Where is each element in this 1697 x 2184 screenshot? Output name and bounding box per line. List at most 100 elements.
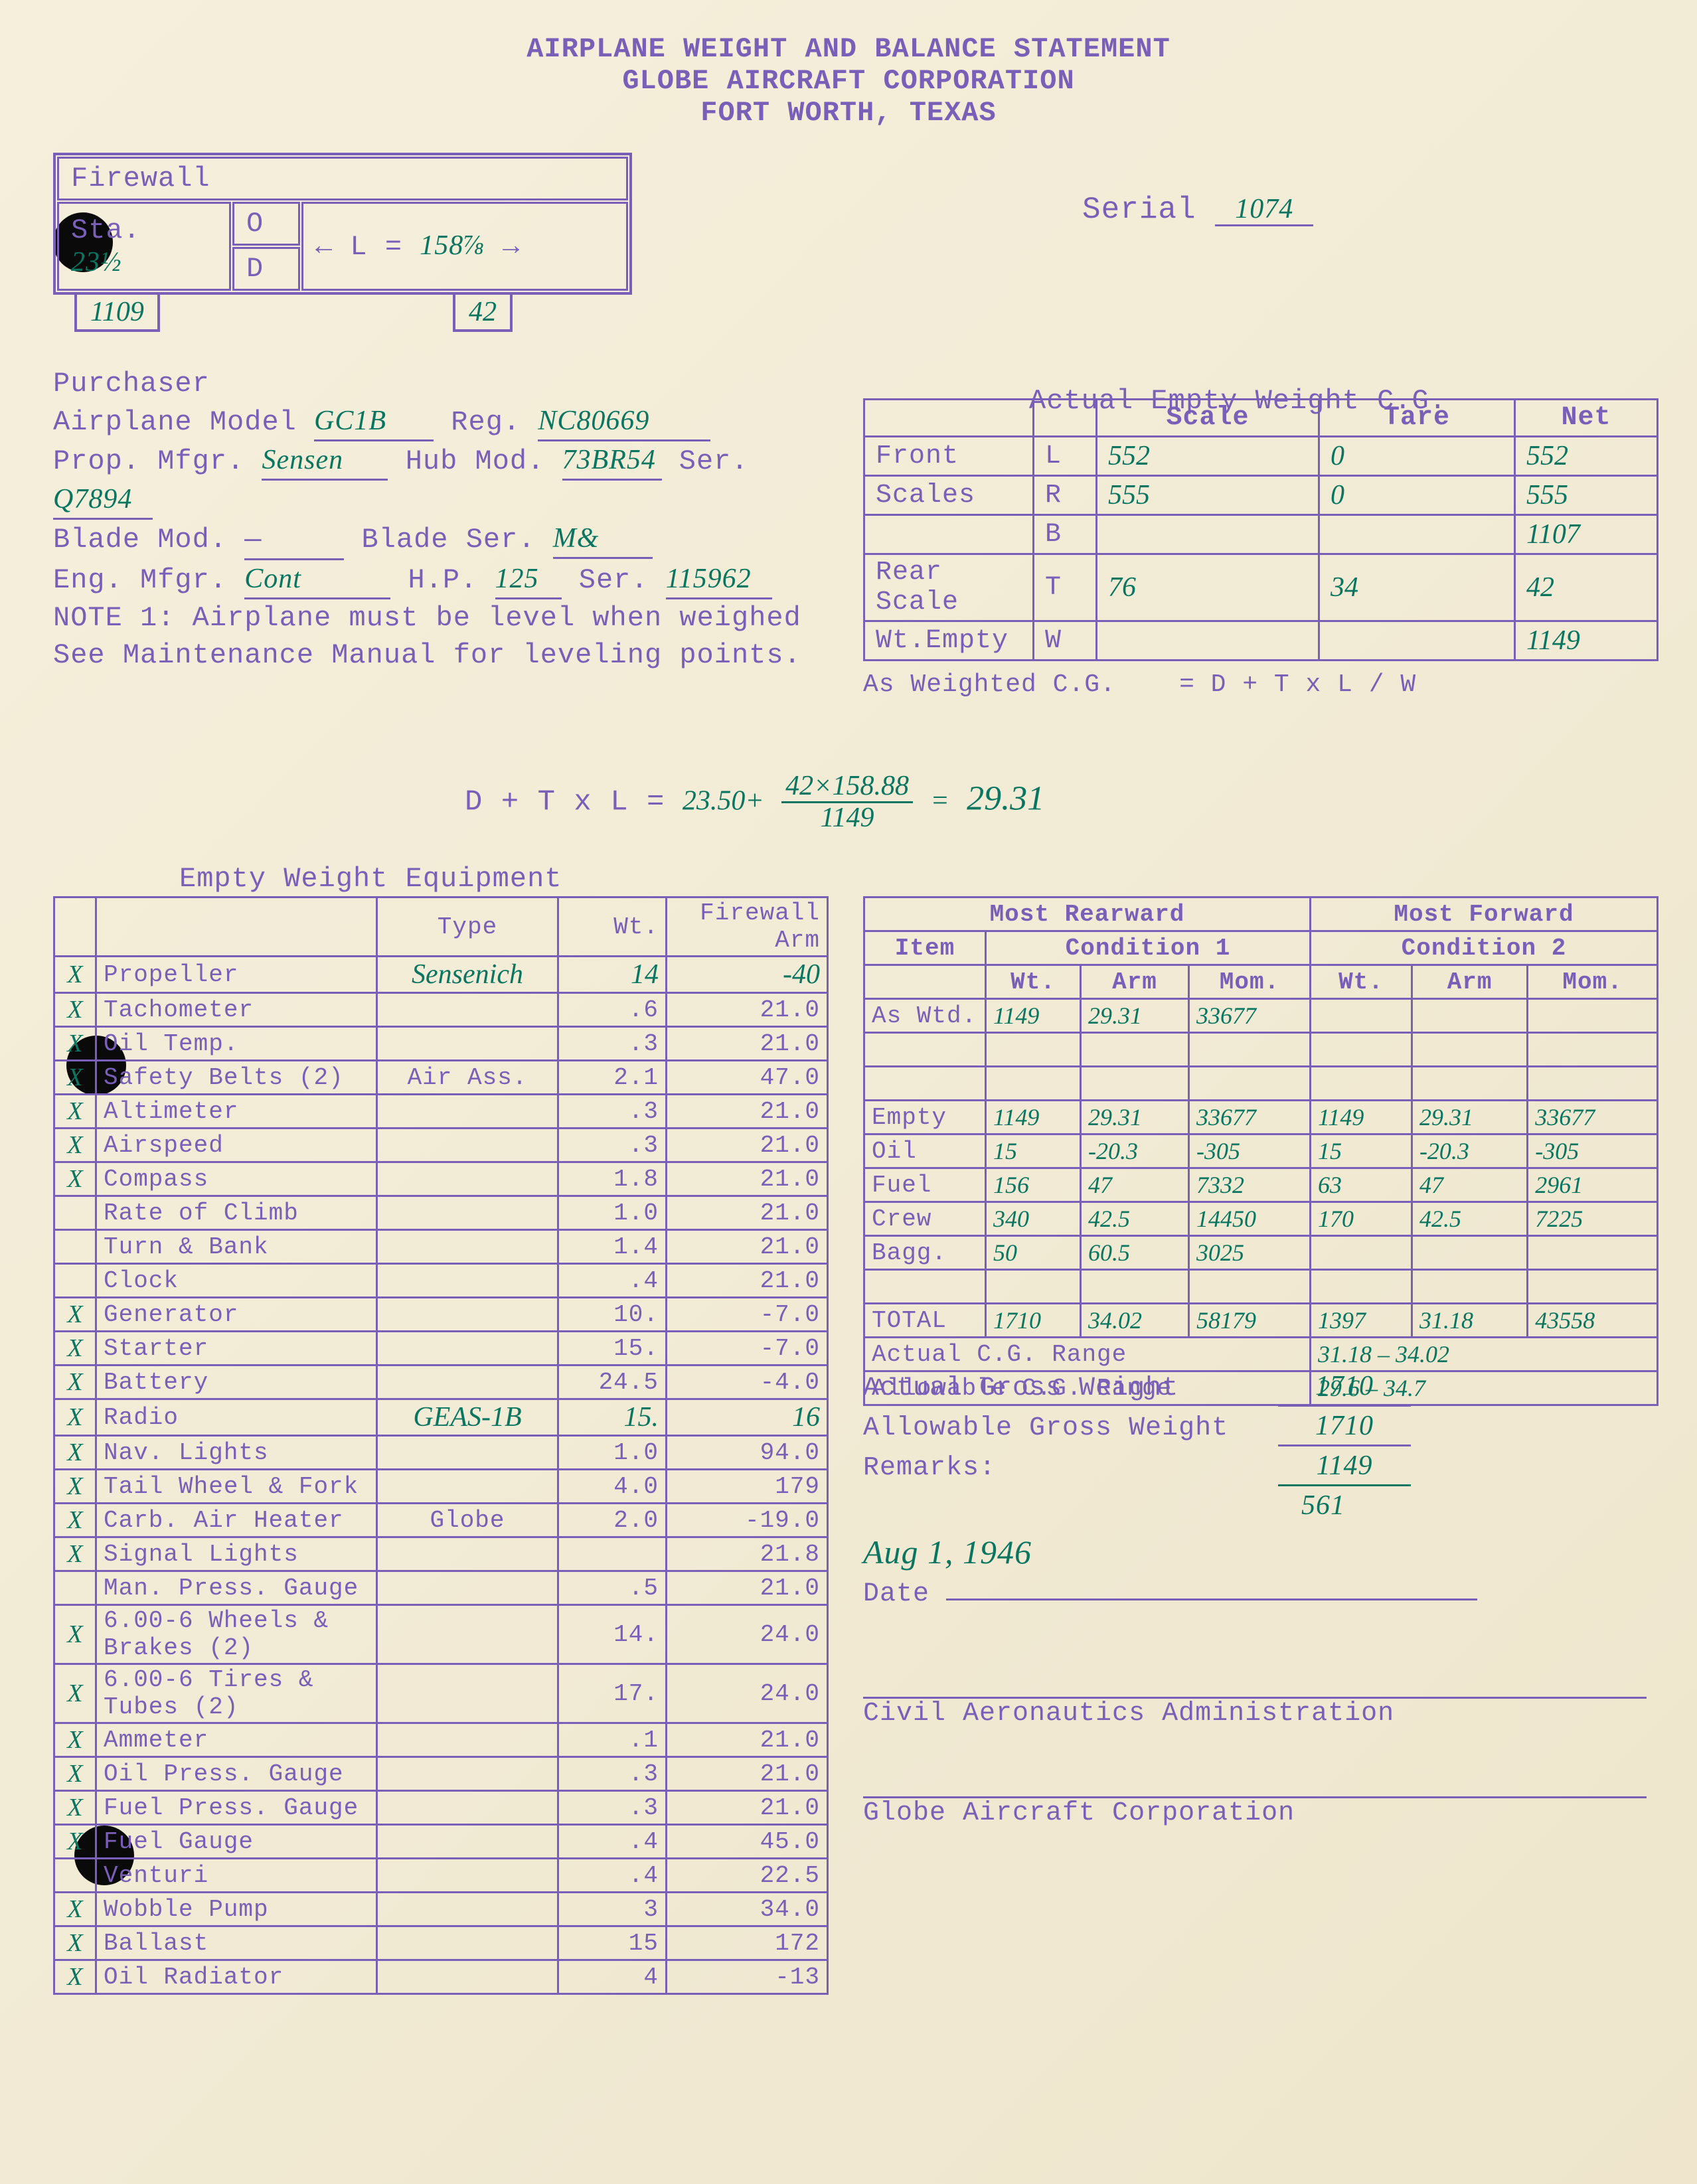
equipment-row: XGenerator10.-7.0 (54, 1298, 828, 1332)
condition-row: Bagg.5060.53025 (864, 1236, 1658, 1270)
remarks-val2: 561 (1301, 1490, 1345, 1521)
hp-label: H.P. (408, 564, 477, 596)
item-header: Item (864, 931, 986, 965)
sub-wt2: Wt. (1311, 965, 1412, 999)
firewall-label: Firewall (57, 157, 628, 200)
sta-label: Sta. (71, 214, 217, 246)
hub-mod-label: Hub Mod. (406, 445, 545, 477)
sub-arm1: Arm (1081, 965, 1189, 999)
title-block: AIRPLANE WEIGHT AND BALANCE STATEMENT GL… (53, 33, 1644, 129)
model-value: GC1B (314, 402, 434, 441)
equipment-row: XStarter15.-7.0 (54, 1332, 828, 1365)
equipment-row: Venturi.422.5 (54, 1859, 828, 1893)
globe-label: Globe Aircraft Corporation (863, 1798, 1647, 1828)
calc-denominator: 1149 (821, 803, 874, 833)
equipment-row: XSignal Lights21.8 (54, 1537, 828, 1571)
title-line-1: AIRPLANE WEIGHT AND BALANCE STATEMENT (53, 33, 1644, 65)
l-label: L (350, 231, 367, 263)
equipment-row: XCarb. Air HeaterGlobe2.0-19.0 (54, 1504, 828, 1537)
equipment-row: XCompass1.821.0 (54, 1162, 828, 1196)
actual-cg-label: Actual C.G. Range (864, 1338, 1311, 1371)
cg-calculation: D + T x L = 23.50+ 42×158.88 1149 = 29.3… (465, 770, 1660, 834)
conditions-table: Most Rearward Most Forward Item Conditio… (863, 896, 1658, 1406)
eng-ser-value: 115962 (666, 560, 772, 599)
remarks-val1: 1149 (1278, 1447, 1411, 1486)
reg-label: Reg. (451, 406, 521, 438)
equipment-table: Type Wt. Firewall Arm XPropellerSensenic… (53, 896, 829, 1995)
forward-title: Most Forward (1311, 897, 1658, 931)
serial-value: 1074 (1215, 194, 1313, 226)
sub-mom2: Mom. (1528, 965, 1658, 999)
note-label: NOTE 1: (53, 602, 175, 634)
equipment-row: XNav. Lights1.094.0 (54, 1436, 828, 1470)
remarks-label: Remarks: (863, 1450, 1261, 1487)
title-line-2: GLOBE AIRCRAFT CORPORATION (53, 65, 1644, 97)
equipment-row: XAltimeter.321.0 (54, 1095, 828, 1129)
d-cell: D (232, 247, 300, 291)
condition-row: Crew34042.51445017042.57225 (864, 1202, 1658, 1236)
summary-block: Actual Gross Weight 1710 Allowable Gross… (863, 1367, 1647, 1613)
equipment-row: XFuel Press. Gauge.321.0 (54, 1791, 828, 1825)
eng-mfgr-value: Cont (244, 560, 390, 599)
hub-mod-value: 73BR54 (562, 441, 662, 481)
condition-row (864, 1270, 1658, 1304)
model-label: Airplane Model (53, 406, 297, 438)
equipment-row: XAirspeed.321.0 (54, 1129, 828, 1162)
equipment-row: XFuel Gauge.445.0 (54, 1825, 828, 1859)
formula-text: = D + T x L / W (1179, 670, 1416, 699)
reg-value: NC80669 (538, 402, 710, 441)
hub-ser-value: Q7894 (53, 481, 153, 520)
purchaser-label: Purchaser (53, 368, 210, 400)
title-line-3: FORT WORTH, TEXAS (53, 97, 1644, 129)
calc-label: D + T x L = (465, 786, 665, 819)
equipment-row: Clock.421.0 (54, 1264, 828, 1298)
col-net: Net (1515, 400, 1658, 437)
sub-mom1: Mom. (1189, 965, 1311, 999)
weight-row: Rear ScaleT763442 (864, 554, 1658, 621)
equipment-row: XAmmeter.121.0 (54, 1723, 828, 1757)
o-cell: O (232, 202, 300, 246)
eng-ser-label: Ser. (579, 564, 649, 596)
caa-signature: Civil Aeronautics Administration (863, 1660, 1647, 1729)
serial-label: Serial (1082, 193, 1196, 227)
equipment-row: XSafety Belts (2)Air Ass.2.147.0 (54, 1061, 828, 1095)
box-left-value: 1109 (74, 292, 160, 332)
weight-row: ScalesR5550555 (864, 476, 1658, 515)
col-scale: Scale (1097, 400, 1319, 437)
date-label: Date (863, 1579, 929, 1609)
l-value: 158⅞ (420, 230, 485, 261)
condition-row: As Wtd.114929.3133677 (864, 999, 1658, 1033)
calc-result: 29.31 (967, 780, 1044, 818)
equipment-row: X6.00-6 Tires & Tubes (2)17.24.0 (54, 1664, 828, 1723)
formula-label: As Weighted C.G. (863, 670, 1116, 699)
cond2-header: Condition 2 (1311, 931, 1658, 965)
hp-value: 125 (495, 560, 562, 599)
equipment-row: Rate of Climb1.021.0 (54, 1196, 828, 1230)
serial-section: Serial 1074 (1082, 193, 1313, 227)
prop-mfgr-value: Sensen (262, 441, 388, 481)
weight-row: B1107 (864, 515, 1658, 554)
equipment-row: XTail Wheel & Fork4.0179 (54, 1470, 828, 1504)
actual-gross-value: 1710 (1278, 1367, 1411, 1407)
sta-value: 23½ (71, 246, 217, 278)
condition-row: Oil15-20.3-30515-20.3-305 (864, 1134, 1658, 1168)
cond1-header: Condition 1 (986, 931, 1311, 965)
actual-cg-value: 31.18 – 34.02 (1311, 1338, 1658, 1371)
equipment-row: Man. Press. Gauge.521.0 (54, 1571, 828, 1605)
weight-cg-table: Scale Tare Net FrontL5520552ScalesR55505… (863, 398, 1658, 661)
equipment-row: X6.00-6 Wheels & Brakes (2)14.24.0 (54, 1605, 828, 1664)
sub-wt1: Wt. (986, 965, 1081, 999)
allowable-gross-value: 1710 (1278, 1407, 1411, 1446)
equipment-row: XBallast15172 (54, 1926, 828, 1960)
equipment-row: XWobble Pump334.0 (54, 1893, 828, 1926)
col-tare: Tare (1319, 400, 1515, 437)
cg-formula: As Weighted C.G. = D + T x L / W (863, 670, 1660, 699)
condition-row: Empty114929.3133677114929.3133677 (864, 1101, 1658, 1134)
condition-row (864, 1033, 1658, 1067)
col-wt: Wt. (558, 897, 667, 957)
hub-ser-label: Ser. (679, 445, 749, 477)
globe-signature: Globe Aircraft Corporation (863, 1759, 1647, 1828)
allowable-gross-label: Allowable Gross Weight (863, 1410, 1261, 1447)
calc-numerator: 42×158.88 (781, 771, 913, 803)
weight-row: FrontL5520552 (864, 437, 1658, 476)
